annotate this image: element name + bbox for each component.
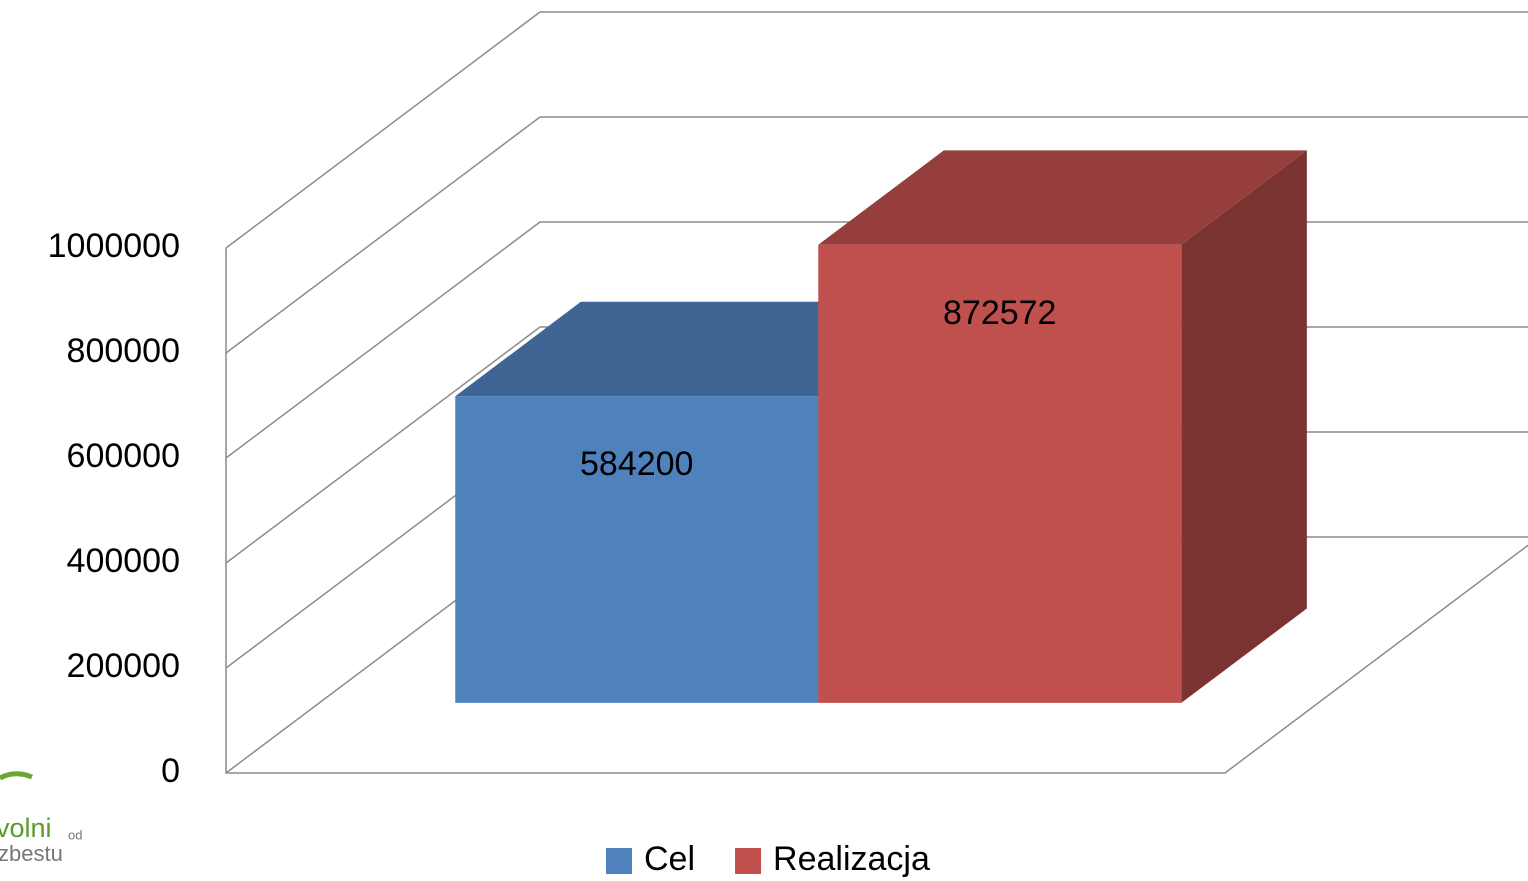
legend-label: Cel [644,840,695,878]
y-tick-label: 0 [161,752,180,790]
data-label: 584200 [580,445,693,483]
bar [455,396,819,703]
bar-top [818,150,1307,245]
left-axis [225,248,1528,774]
y-tick-label: 400000 [67,542,180,580]
y-tick-label: 800000 [67,332,180,370]
grid-line [225,11,1528,249]
data-label: 872572 [943,294,1056,332]
y-tick-label: 1000000 [48,227,180,265]
legend-swatch [606,848,632,874]
legend-swatch [735,848,762,874]
logo-small: od [68,827,82,842]
grid-line [225,116,1528,354]
bar [818,244,1182,703]
bar-side [1181,150,1307,703]
logo-text: volni [0,813,52,843]
y-tick-label: 200000 [67,647,180,685]
logo-swoosh [0,771,33,781]
logo-sub: zbestu [0,841,63,866]
y-tick-label: 600000 [67,437,180,475]
legend-label: Realizacja [773,840,930,878]
